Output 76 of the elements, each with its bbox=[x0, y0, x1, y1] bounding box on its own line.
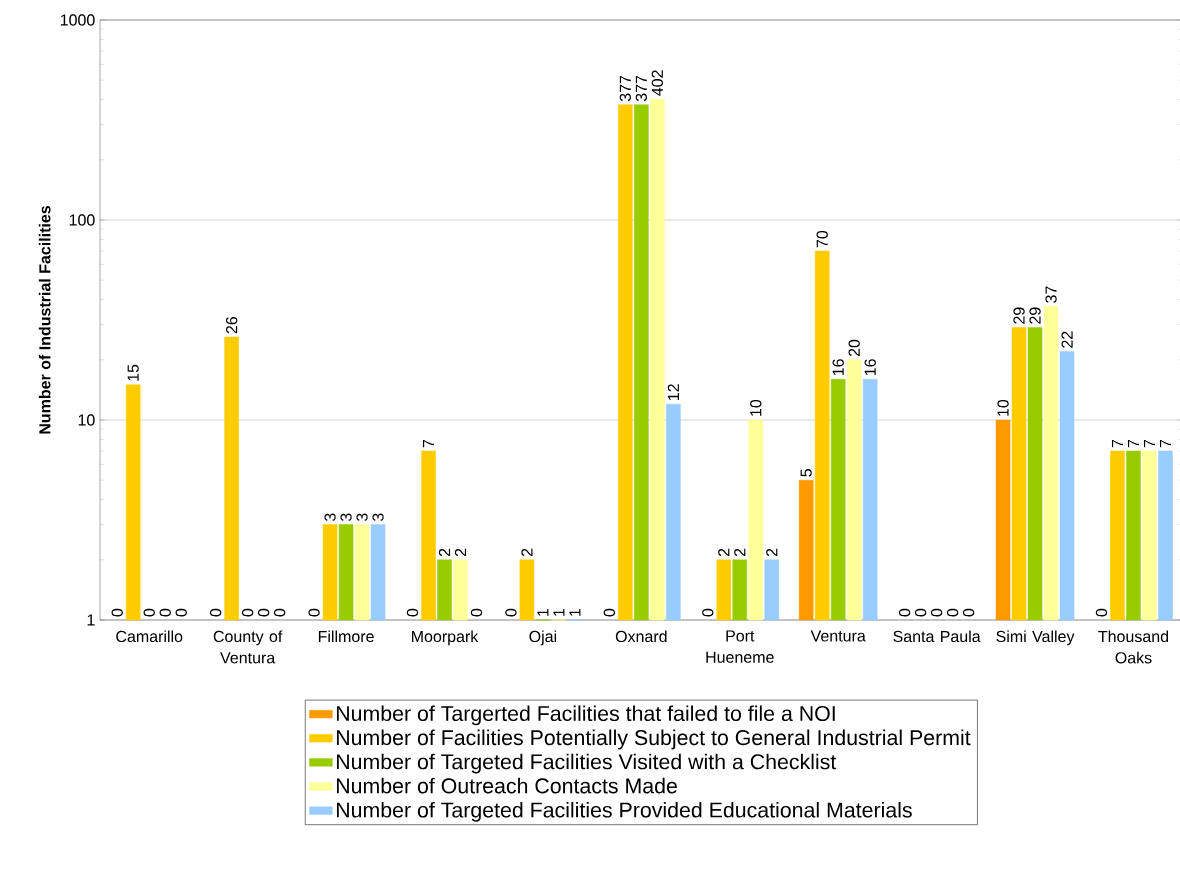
text: 0 bbox=[898, 608, 911, 617]
text: 0 bbox=[962, 608, 975, 617]
legend-label: Number of Outreach Contacts Made bbox=[336, 777, 677, 794]
text: 0 bbox=[470, 608, 483, 617]
data-label: 2 bbox=[766, 548, 778, 557]
data-label: 5 bbox=[800, 469, 812, 477]
data-label: 15 bbox=[127, 364, 139, 381]
text: 0 bbox=[241, 608, 254, 617]
data-label: 26 bbox=[225, 317, 238, 334]
data-label: 22 bbox=[1061, 331, 1073, 348]
y-tick-label: 1 bbox=[87, 614, 95, 626]
legend-label: Number of Targeted Facilities Visited with a Checklist bbox=[336, 753, 837, 774]
data-label: 16 bbox=[864, 359, 876, 376]
text: 0 bbox=[308, 608, 320, 617]
y-tick-label: 10 bbox=[78, 414, 95, 426]
text: 0 bbox=[946, 608, 959, 617]
data-label: 70 bbox=[816, 231, 828, 248]
data-label: 377 bbox=[635, 76, 647, 102]
data-label: 3 bbox=[372, 513, 384, 522]
text: 0 bbox=[930, 608, 943, 617]
x-tick-label: Ventura bbox=[810, 630, 866, 642]
data-label: 7 bbox=[1111, 440, 1123, 448]
y-tick-label: 100 bbox=[69, 214, 95, 226]
data-label: 7 bbox=[1159, 440, 1171, 448]
text: 0 bbox=[914, 608, 927, 617]
data-label: 3 bbox=[340, 513, 352, 522]
x-tick-label: Fillmore bbox=[318, 630, 374, 643]
data-label: 10 bbox=[750, 400, 762, 417]
legend-label: Number of Targerted Facilities that failed to file a NOI bbox=[336, 705, 835, 726]
y-tick-label: 1000 bbox=[60, 14, 95, 26]
data-label: 29 bbox=[1029, 307, 1041, 324]
data-label: 377 bbox=[619, 76, 631, 102]
data-label: 7 bbox=[422, 440, 434, 448]
legend-label: Number of Facilities Potentially Subject to General Industrial Permit bbox=[336, 729, 971, 750]
text: 0 bbox=[603, 608, 615, 617]
data-label: 2 bbox=[734, 548, 746, 557]
x-tick-label: Santa Paula bbox=[893, 630, 981, 643]
text: 0 bbox=[143, 608, 155, 617]
data-label: 12 bbox=[667, 384, 679, 401]
data-label: 402 bbox=[651, 70, 663, 96]
data-label: 10 bbox=[997, 400, 1009, 417]
x-tick-label: Port Hueneme bbox=[706, 630, 774, 664]
data-label: 2 bbox=[438, 548, 451, 557]
text: 0 bbox=[111, 608, 123, 617]
data-label: 2 bbox=[718, 548, 730, 557]
data-label: 16 bbox=[832, 359, 844, 376]
text: 0 bbox=[702, 608, 714, 617]
x-tick-label: Oxnard bbox=[615, 630, 667, 643]
text: 0 bbox=[175, 608, 187, 617]
data-label: 1 bbox=[537, 609, 549, 617]
data-label: 7 bbox=[1143, 440, 1155, 448]
data-label: 37 bbox=[1045, 286, 1057, 303]
data-label: 3 bbox=[356, 513, 368, 522]
data-label: 29 bbox=[1013, 307, 1025, 324]
text: 0 bbox=[159, 608, 171, 617]
legend-label: Number of Targeted Facilities Provided Educational Materials bbox=[336, 802, 912, 822]
x-tick-label: Thousand Oaks bbox=[1098, 630, 1169, 664]
y-axis-title: Number of Industrial Facilities bbox=[38, 206, 51, 434]
text: 0 bbox=[1095, 608, 1108, 617]
text: 0 bbox=[406, 608, 419, 617]
data-label: 2 bbox=[521, 548, 533, 557]
text: 0 bbox=[257, 608, 270, 617]
data-label: 7 bbox=[1127, 440, 1139, 448]
x-tick-label: County of Ventura bbox=[213, 630, 283, 664]
x-tick-label: Camarillo bbox=[116, 630, 183, 643]
x-tick-label: Ojai bbox=[529, 630, 557, 646]
text: 0 bbox=[505, 608, 517, 617]
text: 0 bbox=[273, 608, 286, 617]
data-label: 20 bbox=[848, 339, 860, 357]
data-label: 1 bbox=[569, 609, 581, 617]
data-label: 1 bbox=[553, 609, 565, 617]
data-label: 3 bbox=[324, 513, 336, 522]
x-tick-label: Simi Valley bbox=[996, 630, 1075, 646]
text: 0 bbox=[209, 608, 222, 617]
data-label: 2 bbox=[454, 548, 467, 557]
x-tick-label: Moorpark bbox=[412, 630, 479, 646]
